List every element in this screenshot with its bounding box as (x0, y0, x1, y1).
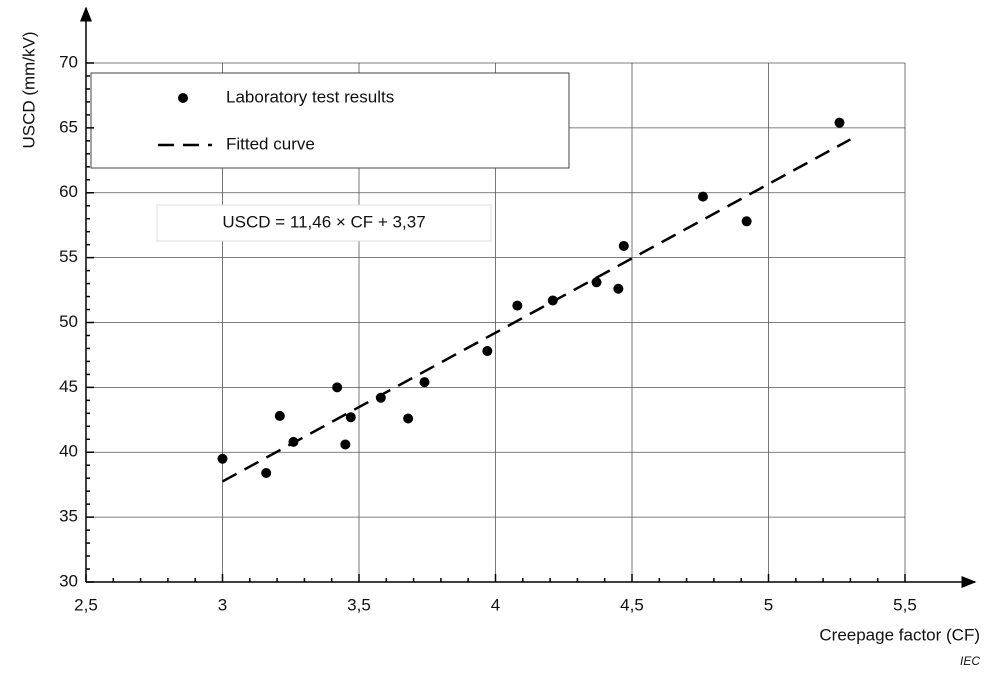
data-point (419, 377, 430, 388)
y-tick-label: 30 (59, 571, 78, 590)
fitted-line (221, 138, 851, 483)
y-tick-label: 70 (59, 52, 78, 71)
x-tick-label: 3,5 (347, 595, 371, 614)
x-tick-label: 5,5 (893, 595, 917, 614)
data-point (332, 382, 343, 393)
data-point (618, 240, 629, 251)
legend-box (90, 72, 570, 169)
x-tick-label: 5 (764, 595, 773, 614)
grid (85, 62, 906, 583)
data-point (482, 346, 493, 357)
data-point (512, 300, 523, 311)
y-tick-label: 55 (59, 247, 78, 266)
legend-label: Fitted curve (226, 134, 315, 153)
y-tick-label: 45 (59, 377, 78, 396)
data-point (697, 191, 708, 202)
y-tick-label: 35 (59, 507, 78, 526)
source: IEC (960, 654, 980, 668)
y-tick-label: 65 (59, 117, 78, 136)
x-tick-label: 3 (218, 595, 227, 614)
data-point (741, 216, 752, 227)
data-point (834, 117, 845, 128)
y-tick-label: 60 (59, 182, 78, 201)
data-point (591, 277, 602, 288)
data-point (217, 453, 228, 464)
data-point (345, 412, 356, 423)
y-axis-label: USCD (mm/kV) (19, 31, 38, 148)
y-tick-label: 50 (59, 312, 78, 331)
y-tick-label: 40 (59, 442, 78, 461)
data-point (403, 413, 414, 424)
annotation-box (156, 204, 492, 242)
x-tick-label: 4 (491, 595, 500, 614)
data-point (613, 283, 624, 294)
legend-marker (178, 93, 188, 103)
legend-label: Laboratory test results (226, 87, 394, 106)
x-axis-label: Creepage factor (CF) (819, 625, 980, 644)
x-tick-label: 4,5 (620, 595, 644, 614)
data-point (261, 468, 272, 479)
x-tick-label: 2,5 (74, 595, 98, 614)
equation: USCD = 11,46 × CF + 3,37 (222, 212, 425, 231)
data-point (340, 439, 351, 450)
data-point (274, 410, 285, 421)
